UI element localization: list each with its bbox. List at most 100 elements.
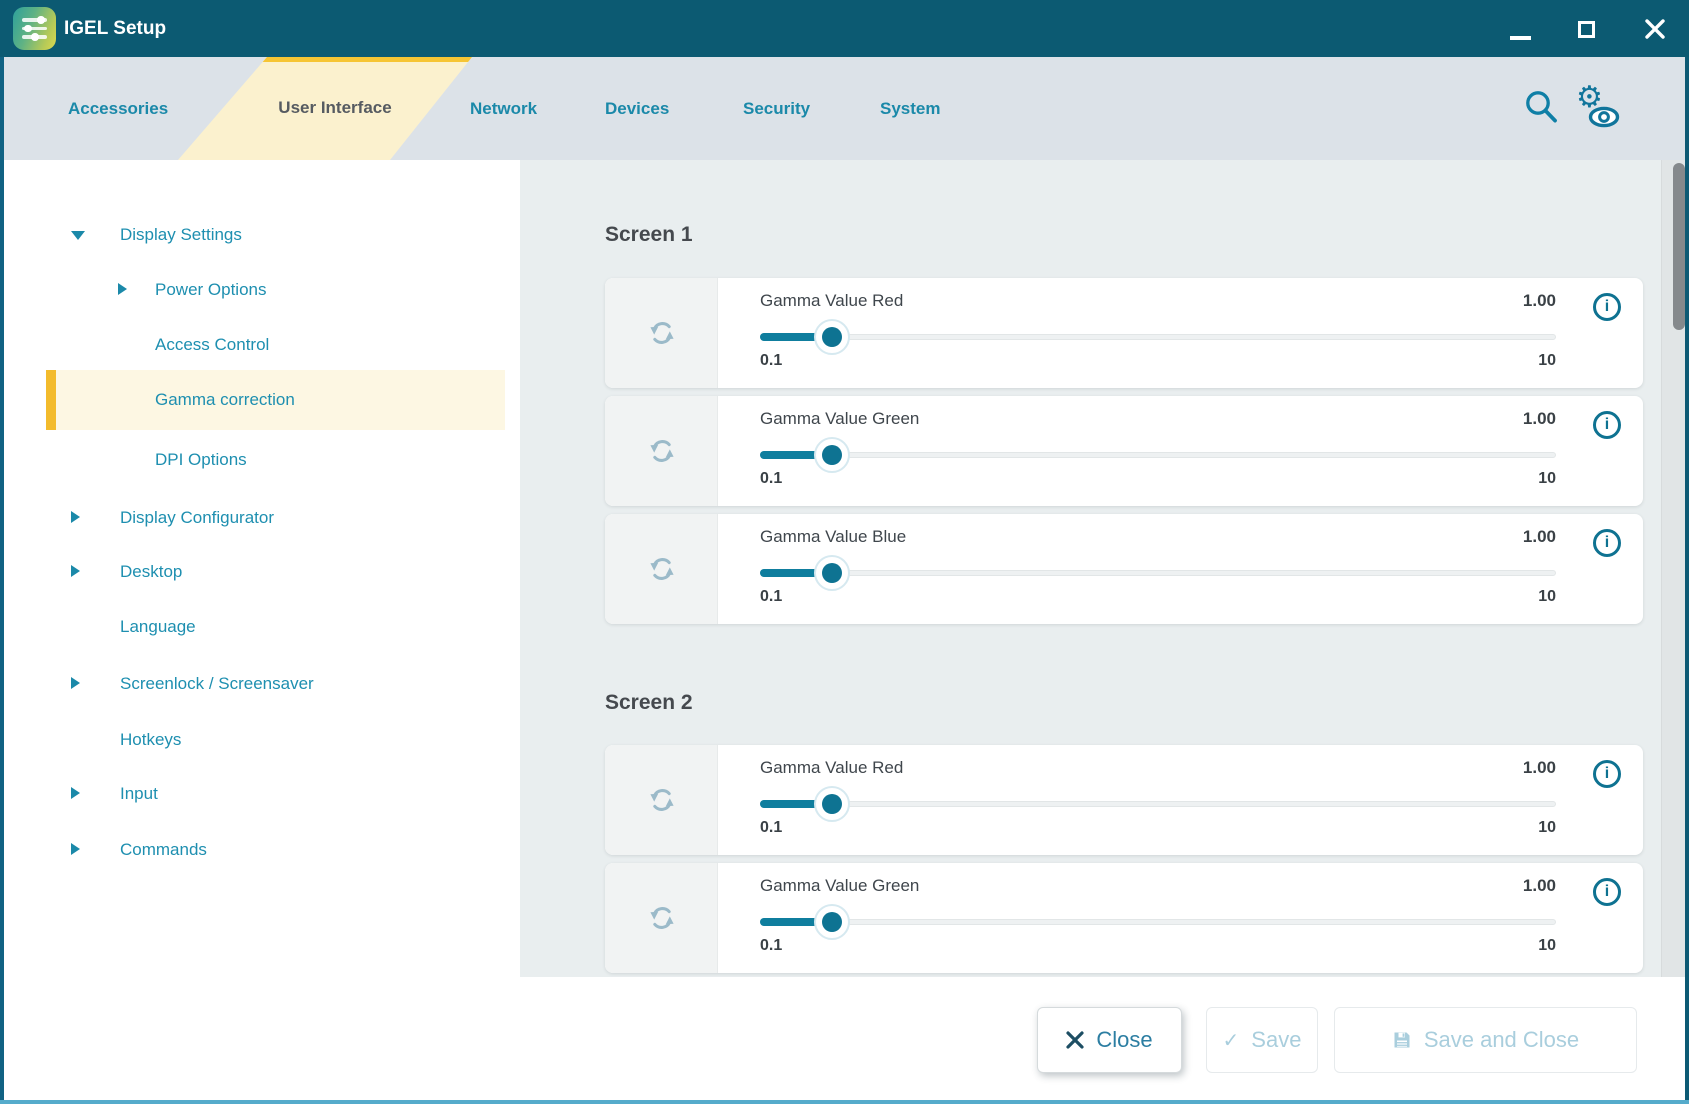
maximize-icon: [1578, 21, 1595, 38]
gamma-red-slider[interactable]: [760, 317, 1556, 357]
reset-button[interactable]: [647, 318, 677, 348]
info-icon[interactable]: i: [1593, 293, 1621, 321]
slider-thumb[interactable]: [814, 319, 851, 355]
slider-value: 1.00: [1522, 876, 1556, 895]
floppy-disk-icon: [1394, 1032, 1410, 1048]
tab-active-accent: [178, 57, 472, 62]
slider-max-label: 10: [1538, 937, 1556, 954]
slider-thumb[interactable]: [814, 904, 851, 940]
slider-value: 1.00: [1522, 527, 1556, 546]
chevron-right-icon[interactable]: [71, 787, 80, 799]
close-button[interactable]: Close: [1037, 1007, 1182, 1073]
reset-zone: [605, 278, 718, 388]
slider-fill: [760, 918, 833, 926]
selected-item-accent: [46, 370, 56, 430]
slider-min-label: 0.1: [760, 470, 783, 487]
slider-card-s1-blue: Gamma Value Blue 1.00 0.1 10 i: [605, 514, 1643, 624]
reset-button[interactable]: [647, 554, 677, 584]
tab-system[interactable]: System: [880, 99, 941, 118]
tab-user-interface[interactable]: User Interface: [178, 57, 472, 160]
chevron-right-icon[interactable]: [118, 283, 127, 295]
info-icon[interactable]: i: [1593, 878, 1621, 906]
slider-track[interactable]: [760, 919, 1556, 925]
slider-label: Gamma Value Red: [760, 291, 904, 310]
slider-min-label: 0.1: [760, 352, 783, 369]
slider-label: Gamma Value Red: [760, 758, 904, 777]
app-logo-icon: [13, 7, 56, 50]
slider-track[interactable]: [760, 801, 1556, 807]
reset-zone: [605, 514, 718, 624]
reset-zone: [605, 863, 718, 973]
window-border-left: [0, 57, 4, 1104]
reset-zone: [605, 396, 718, 506]
close-icon: [1645, 19, 1665, 39]
slider-track[interactable]: [760, 334, 1556, 340]
window-border-right: [1685, 57, 1689, 1104]
info-icon[interactable]: i: [1593, 411, 1621, 439]
slider-track[interactable]: [760, 452, 1556, 458]
search-button[interactable]: [1522, 88, 1562, 132]
slider-fill: [760, 333, 833, 341]
tab-security[interactable]: Security: [743, 99, 811, 118]
save-and-close-button[interactable]: Save and Close: [1334, 1007, 1637, 1073]
slider-label: Gamma Value Blue: [760, 527, 907, 546]
footer-bar: Close ✓ Save Save and Close: [4, 977, 1685, 1100]
slider-track[interactable]: [760, 570, 1556, 576]
slider-thumb[interactable]: [814, 437, 851, 473]
chevron-right-icon[interactable]: [71, 843, 80, 855]
chevron-right-icon[interactable]: [71, 565, 80, 577]
sidebar-item-gamma-correction[interactable]: Gamma correction: [46, 370, 505, 430]
slider-fill: [760, 451, 833, 459]
info-icon[interactable]: i: [1593, 760, 1621, 788]
sidebar-nav: Display Settings Power Options Access Co…: [4, 160, 520, 977]
close-window-button[interactable]: [1640, 0, 1670, 57]
gamma-green-slider[interactable]: [760, 902, 1556, 942]
slider-thumb-dot: [822, 912, 843, 932]
slider-value: 1.00: [1522, 758, 1556, 777]
slider-card-s2-green: Gamma Value Green 1.00 0.1 10 i: [605, 863, 1643, 973]
scrollbar-thumb[interactable]: [1673, 163, 1685, 330]
view-settings-button[interactable]: ⚙: [1576, 81, 1624, 132]
eye-icon: [1587, 105, 1621, 129]
slider-card-s1-green: Gamma Value Green 1.00 0.1 10 i: [605, 396, 1643, 506]
chevron-right-icon[interactable]: [71, 677, 80, 689]
tab-devices[interactable]: Devices: [605, 99, 670, 118]
slider-fill: [760, 800, 833, 808]
chevron-down-icon[interactable]: [71, 231, 85, 240]
maximize-button[interactable]: [1573, 0, 1603, 57]
gamma-green-slider[interactable]: [760, 435, 1556, 475]
reset-button[interactable]: [647, 903, 677, 933]
tab-accessories[interactable]: Accessories: [68, 99, 169, 118]
save-button[interactable]: ✓ Save: [1206, 1007, 1318, 1073]
minimize-icon: [1510, 36, 1531, 40]
minimize-button[interactable]: [1506, 0, 1536, 57]
gamma-red-slider[interactable]: [760, 784, 1556, 824]
slider-min-label: 0.1: [760, 937, 783, 954]
slider-max-label: 10: [1538, 470, 1556, 487]
slider-label: Gamma Value Green: [760, 876, 920, 895]
slider-card-s1-red: Gamma Value Red 1.00 0.1 10 i: [605, 278, 1643, 388]
tab-network[interactable]: Network: [470, 99, 538, 118]
chevron-right-icon[interactable]: [71, 511, 80, 523]
reset-button[interactable]: [647, 785, 677, 815]
slider-thumb-dot: [822, 327, 843, 347]
settings-panel: Screen 1 Gamma Value Red 1.00 0.1 10 i: [520, 160, 1663, 977]
reset-icon: [650, 558, 674, 580]
slider-label: Gamma Value Green: [760, 409, 920, 428]
reset-icon: [650, 907, 674, 929]
slider-fill: [760, 569, 833, 577]
slider-thumb-dot: [822, 445, 843, 465]
reset-button[interactable]: [647, 436, 677, 466]
slider-value: 1.00: [1522, 409, 1556, 428]
close-button-label: Close: [1096, 1027, 1153, 1052]
slider-min-label: 0.1: [760, 819, 783, 836]
gamma-blue-slider[interactable]: [760, 553, 1556, 593]
vertical-scrollbar[interactable]: [1661, 160, 1685, 977]
slider-thumb[interactable]: [814, 786, 851, 822]
slider-thumb[interactable]: [814, 555, 851, 591]
info-icon[interactable]: i: [1593, 529, 1621, 557]
slider-max-label: 10: [1538, 819, 1556, 836]
title-bar: IGEL Setup: [0, 0, 1689, 57]
slider-thumb-dot: [822, 563, 843, 583]
save-and-close-button-label: Save and Close: [1423, 1027, 1580, 1052]
